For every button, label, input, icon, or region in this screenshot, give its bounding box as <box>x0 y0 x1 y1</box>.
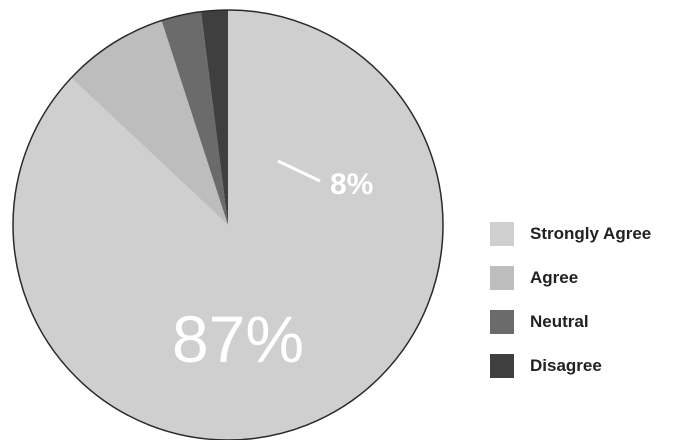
legend-label: Disagree <box>530 356 602 375</box>
legend-item-disagree: Disagree <box>490 354 651 378</box>
legend-item-neutral: Neutral <box>490 310 651 334</box>
legend-swatch <box>490 354 514 378</box>
pie-slices <box>12 9 444 440</box>
pie-outline <box>12 9 444 440</box>
legend-label: Strongly Agree <box>530 224 652 243</box>
pie-slice-strongly-agree <box>12 10 443 440</box>
pie-slice-neutral <box>161 11 228 225</box>
agree-data-label: 8% <box>330 168 373 201</box>
legend-swatch <box>490 222 514 246</box>
legend: Strongly Agree Agree Neutral Disagree <box>490 222 651 378</box>
legend-item-agree: Agree <box>490 266 651 290</box>
agree-leader-line <box>277 159 321 183</box>
pie-chart: 8% 87% <box>12 9 444 440</box>
legend-label: Agree <box>530 268 579 287</box>
legend-item-strongly-agree: Strongly Agree <box>490 222 651 246</box>
pie-slice-disagree <box>201 10 228 225</box>
legend-label: Neutral <box>530 312 589 331</box>
pie-slice-agree <box>71 20 228 226</box>
legend-swatch <box>490 310 514 334</box>
strongly-agree-data-label: 87% <box>172 302 304 376</box>
legend-swatch <box>490 266 514 290</box>
